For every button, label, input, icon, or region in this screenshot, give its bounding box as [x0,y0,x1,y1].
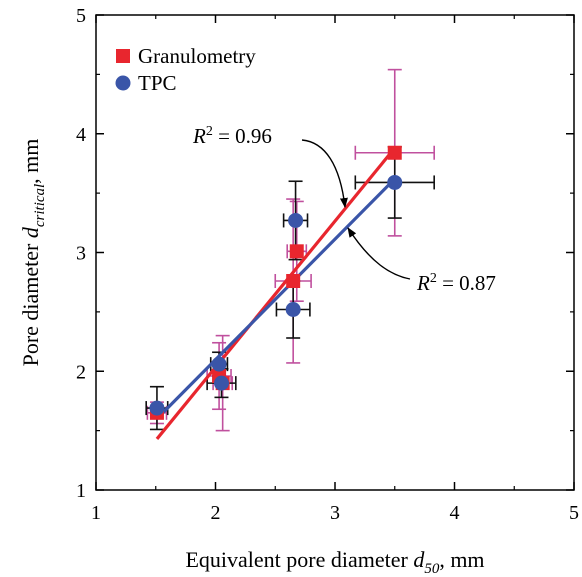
axes [95,14,575,491]
fit-line-granulometry [155,146,396,440]
tpc-point [211,356,227,372]
tpc-point [288,212,304,228]
annotation-arrow [301,139,348,208]
r2-annotation-granulometry: R2 = 0.96 [192,124,272,148]
x-axis-label: Equivalent pore diameter d50, mm [185,547,484,577]
tpc-point [149,400,165,416]
x-tick-label: 2 [211,502,221,524]
y-tick-label: 2 [76,361,86,383]
tpc-point [387,174,403,190]
legend-marker-tpc [115,75,131,91]
fit-line-tpc [155,177,396,420]
x-tick-label: 5 [569,502,579,524]
x-tick-label: 4 [450,502,460,524]
r2-annotation-tpc: R2 = 0.87 [416,271,496,295]
granulometry-point [286,274,301,288]
data-points [149,145,403,420]
fit-lines [155,146,396,440]
chart-text: 1 2 3 4 5 1 2 3 4 5 Equivalent pore diameter d50, … [18,5,579,577]
granulometry-point [387,145,402,160]
tpc-point [213,375,229,391]
x-tick-label: 3 [330,502,340,524]
tpc-point [285,302,301,317]
x-tick-label: 1 [91,502,101,524]
legend: Granulometry TPC [115,44,256,95]
y-tick-label: 4 [76,124,86,146]
y-tick-label: 5 [76,5,86,27]
y-tick-label: 1 [76,480,86,502]
granulometry-point [289,244,304,259]
annotation-arrow [347,227,411,280]
legend-label: TPC [138,71,177,95]
y-axis-label: Pore diameter dcritical, mm [18,139,48,367]
legend-label: Granulometry [138,44,256,68]
legend-marker-granulometry [116,49,130,63]
y-tick-label: 3 [76,243,86,265]
